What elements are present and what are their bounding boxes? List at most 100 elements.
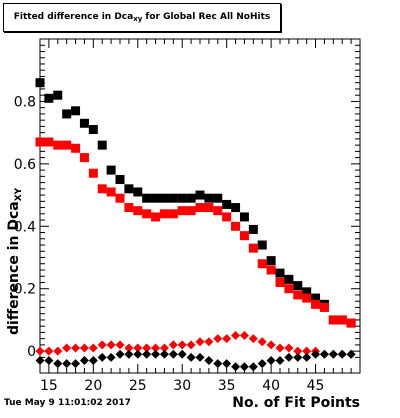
axes: 15 20 25 30 35 40 45 0 0.2 0.4 0.6 0.8 (14, 39, 361, 394)
data-point (62, 109, 72, 119)
data-point (53, 140, 63, 150)
x-tick-label: 30 (173, 378, 191, 394)
data-point (293, 346, 303, 356)
data-point (106, 340, 116, 350)
data-point (115, 174, 125, 184)
data-point (62, 140, 72, 150)
data-point (151, 212, 161, 222)
data-point (337, 315, 347, 325)
data-point (35, 346, 45, 356)
data-point (35, 137, 45, 147)
x-tick-label: 15 (40, 378, 58, 394)
data-point (62, 359, 72, 369)
data-point (62, 343, 72, 353)
data-point (124, 184, 134, 194)
data-point (195, 352, 205, 362)
data-point (79, 343, 89, 353)
data-point (257, 259, 267, 269)
data-point (275, 268, 285, 278)
data-point (159, 209, 169, 219)
data-point (186, 340, 196, 350)
data-point (328, 315, 338, 325)
data-point (195, 190, 205, 200)
data-point (319, 302, 329, 312)
data-point (266, 340, 276, 350)
data-point (177, 193, 187, 203)
x-tick-label: 25 (129, 378, 147, 394)
y-tick-label: 0 (27, 344, 36, 360)
data-point (142, 193, 152, 203)
data-point (239, 212, 249, 222)
data-point (284, 284, 294, 294)
data-point (151, 349, 161, 359)
data-point (44, 356, 54, 366)
data-point (284, 352, 294, 362)
data-point (106, 352, 116, 362)
data-point (71, 106, 81, 116)
data-point (186, 193, 196, 203)
data-point (44, 346, 54, 356)
data-point (142, 343, 152, 353)
timestamp: Tue May 9 11:01:02 2017 (4, 398, 131, 408)
data-point (142, 209, 152, 219)
data-point (106, 165, 116, 175)
data-point (266, 356, 276, 366)
x-tick-label: 40 (262, 378, 280, 394)
x-axis-label: No. of Fit Points (232, 395, 360, 411)
x-tick-label: 35 (218, 378, 236, 394)
data-point (168, 349, 178, 359)
data-point (177, 349, 187, 359)
data-point (168, 209, 178, 219)
data-point (88, 168, 98, 178)
data-point (142, 349, 152, 359)
data-point (204, 356, 214, 366)
data-point (222, 334, 232, 344)
data-point (284, 274, 294, 284)
data-point (79, 118, 89, 128)
chart-title-subscript: xy (133, 15, 143, 23)
data-point (239, 362, 249, 372)
data-point (195, 203, 205, 213)
data-point (204, 193, 214, 203)
data-point (302, 352, 312, 362)
data-point (213, 206, 223, 216)
data-point (231, 362, 241, 372)
data-point (346, 349, 356, 359)
data-point (204, 203, 214, 213)
data-point (319, 349, 329, 359)
data-point (222, 199, 232, 209)
data-point (124, 349, 134, 359)
data-point (115, 340, 125, 350)
data-point (266, 265, 276, 275)
data-point (133, 187, 143, 197)
data-point (293, 290, 303, 300)
data-point (248, 362, 258, 372)
y-axis-label: difference in DcaXY (6, 188, 24, 335)
data-point (79, 356, 89, 366)
chart-title-main: Fitted difference in Dca (13, 12, 134, 22)
data-point (302, 287, 312, 297)
data-point (257, 337, 267, 347)
data-point (115, 349, 125, 359)
data-point (71, 359, 81, 369)
data-point (88, 343, 98, 353)
data-point (311, 293, 321, 303)
data-point (115, 193, 125, 203)
data-point (133, 343, 143, 353)
data-point (257, 240, 267, 250)
data-point (159, 343, 169, 353)
data-point (159, 193, 169, 203)
data-point (133, 349, 143, 359)
data-point (53, 359, 63, 369)
y-axis-label-subscript: XY (14, 187, 24, 202)
y-tick-label: 0.2 (14, 282, 36, 298)
data-point (177, 206, 187, 216)
data-point (337, 349, 347, 359)
data-point (106, 187, 116, 197)
data-point (302, 293, 312, 303)
data-marks (35, 78, 356, 372)
data-point (97, 340, 107, 350)
data-point (124, 203, 134, 213)
data-point (44, 137, 54, 147)
